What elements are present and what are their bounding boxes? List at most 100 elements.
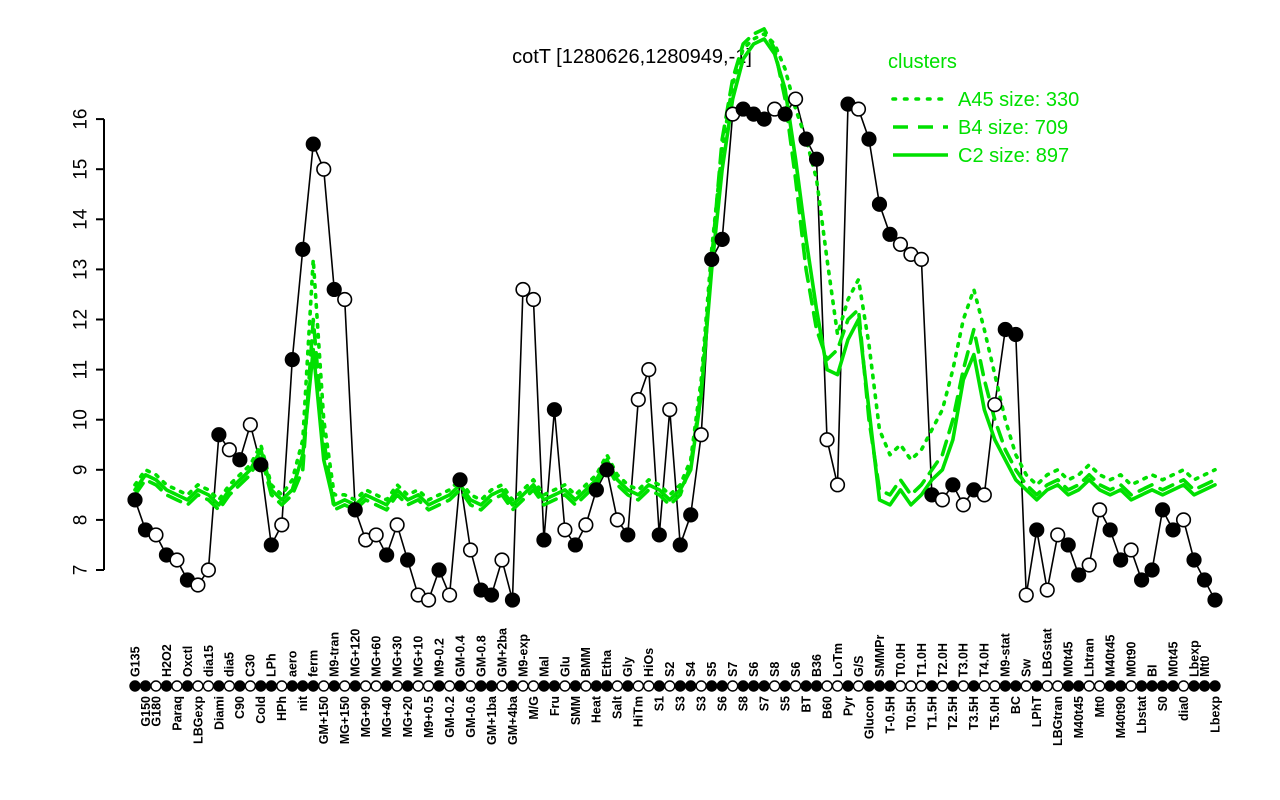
x-tick-label: S8 bbox=[737, 696, 751, 711]
strip-point bbox=[968, 680, 980, 692]
x-tick-label: MG+60 bbox=[370, 636, 384, 677]
cluster-line-B4 bbox=[133, 27, 1217, 512]
strip-point bbox=[454, 680, 466, 692]
x-tick-label: HiTm bbox=[632, 696, 646, 727]
strip-point bbox=[506, 680, 519, 692]
data-point bbox=[389, 517, 405, 533]
x-tick-label: S1 bbox=[653, 696, 667, 711]
data-point bbox=[1123, 542, 1139, 558]
x-tick-label: Gly bbox=[621, 657, 635, 677]
legend-title: clusters bbox=[888, 51, 957, 73]
x-tick-label: LPh bbox=[265, 653, 279, 677]
x-tick-label: MG+30 bbox=[391, 636, 405, 677]
data-point bbox=[1134, 572, 1150, 588]
strip-point bbox=[779, 680, 791, 692]
strip-point bbox=[286, 680, 298, 692]
data-point bbox=[190, 577, 206, 593]
data-point bbox=[777, 106, 793, 122]
data-point bbox=[714, 231, 730, 247]
data-point bbox=[882, 226, 898, 242]
data-point bbox=[420, 592, 437, 608]
data-point bbox=[483, 587, 500, 603]
x-tick-label: ferm bbox=[307, 650, 321, 677]
x-tick-label: M9-stat bbox=[999, 632, 1013, 677]
x-tick-label: T3.5H bbox=[967, 696, 981, 730]
strip-point bbox=[401, 680, 414, 692]
strip-point bbox=[1114, 680, 1127, 692]
strip-point bbox=[1156, 680, 1169, 692]
data-point bbox=[263, 537, 279, 553]
x-tick-label: G180 bbox=[149, 696, 163, 727]
data-point bbox=[1113, 552, 1129, 568]
strip-point bbox=[999, 680, 1011, 692]
x-tick-label: Etha bbox=[600, 649, 614, 677]
data-point bbox=[819, 432, 835, 448]
x-tick-label: LBGexp bbox=[191, 696, 205, 744]
strip-point bbox=[1125, 680, 1137, 692]
data-point bbox=[945, 477, 961, 493]
strip-point bbox=[359, 680, 372, 692]
strip-point bbox=[1198, 680, 1211, 692]
data-point bbox=[892, 236, 909, 252]
strip-point bbox=[1177, 680, 1190, 692]
data-point bbox=[368, 527, 384, 543]
strip-point bbox=[664, 680, 676, 692]
x-tick-label: M9-exp bbox=[516, 634, 530, 677]
x-tick-label: MG+20 bbox=[401, 696, 415, 737]
x-tick-label: S8 bbox=[768, 662, 782, 677]
x-tick-label: Glu bbox=[558, 656, 572, 677]
strip-point bbox=[297, 680, 309, 692]
x-tick-label: T0.5H bbox=[904, 696, 918, 730]
data-point bbox=[284, 351, 300, 368]
strip-point bbox=[1072, 680, 1085, 692]
data-point bbox=[274, 517, 290, 533]
x-tick-label: MG+40 bbox=[380, 696, 394, 737]
data-point bbox=[861, 131, 877, 147]
strip-point bbox=[821, 680, 833, 692]
strip-point bbox=[475, 680, 487, 692]
y-tick-label: 16 bbox=[71, 109, 92, 130]
strip-point bbox=[234, 680, 246, 692]
y-tick-label: 9 bbox=[71, 465, 92, 476]
x-tick-label: M40t45 bbox=[1104, 635, 1118, 677]
x-tick-label: GM-0.6 bbox=[464, 696, 478, 738]
x-tick-label: T0.0H bbox=[894, 643, 908, 677]
data-point bbox=[955, 497, 971, 513]
strip-point bbox=[884, 680, 896, 692]
strip-point bbox=[590, 680, 603, 692]
strip-point bbox=[318, 680, 330, 692]
data-point bbox=[599, 462, 615, 478]
strip-point bbox=[1146, 680, 1158, 692]
strip-point bbox=[1188, 680, 1200, 692]
strip-point bbox=[276, 680, 288, 692]
x-tick-label: S0 bbox=[1156, 696, 1170, 711]
x-tick-label: B60 bbox=[820, 696, 834, 719]
strip-point bbox=[517, 680, 529, 692]
x-tick-label: Glucon bbox=[862, 696, 876, 739]
y-tick-label: 13 bbox=[71, 259, 92, 280]
x-tick-label: Pyr bbox=[841, 696, 855, 716]
strip-point bbox=[936, 680, 949, 692]
strip-point bbox=[1020, 680, 1032, 692]
strip-point bbox=[905, 680, 917, 692]
strip-point bbox=[705, 680, 718, 692]
x-tick-label: G150 bbox=[139, 696, 153, 727]
data-point bbox=[630, 392, 646, 408]
data-point bbox=[620, 527, 636, 543]
data-point bbox=[504, 592, 521, 608]
strip-point bbox=[601, 680, 613, 692]
strip-point bbox=[171, 680, 183, 692]
x-tick-label: Lbexp bbox=[1208, 696, 1222, 733]
strip-point bbox=[223, 680, 236, 692]
data-point bbox=[756, 111, 772, 127]
x-tick-label: T3.0H bbox=[957, 643, 971, 677]
strip-point bbox=[695, 680, 707, 692]
strip-point bbox=[559, 680, 571, 692]
data-point bbox=[295, 241, 311, 257]
x-tick-label: Mt0 bbox=[1093, 696, 1107, 718]
x-tick-label: aero bbox=[286, 650, 300, 677]
legend: clusters A45 size: 330 B4 size: 709 C2 s… bbox=[888, 51, 1079, 167]
legend-entry-c2: C2 size: 897 bbox=[958, 145, 1069, 167]
strip-point bbox=[569, 680, 582, 692]
